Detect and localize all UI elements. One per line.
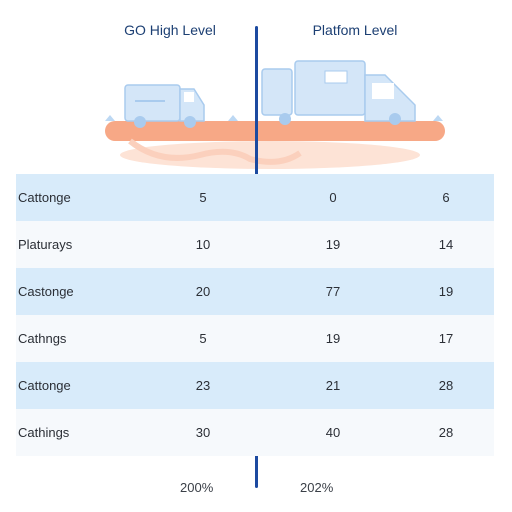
table-cell: 6 bbox=[442, 190, 450, 205]
row-label: Castonge bbox=[18, 284, 74, 299]
table-cell: 14 bbox=[438, 237, 454, 252]
footer-percent-left: 200% bbox=[180, 480, 214, 495]
vehicles-illustration bbox=[105, 60, 445, 169]
table-cell: 0 bbox=[329, 190, 337, 205]
go-high-level-heading: GO High Level bbox=[124, 22, 216, 38]
table-cell: 21 bbox=[325, 378, 341, 393]
table-row: Cathings 30 40 28 bbox=[16, 409, 494, 456]
table-cell: 10 bbox=[195, 237, 211, 252]
row-label: Cattonge bbox=[18, 378, 71, 393]
table-row: Platurays 10 19 14 bbox=[16, 221, 494, 268]
row-label: Platurays bbox=[18, 237, 73, 252]
table-row: Cattonge 23 21 28 bbox=[16, 362, 494, 409]
table-cell: 23 bbox=[195, 378, 211, 393]
table-cell: 77 bbox=[325, 284, 341, 299]
truck-icon bbox=[261, 60, 416, 125]
table-cell: 19 bbox=[325, 331, 341, 346]
row-label: Cattonge bbox=[18, 190, 71, 205]
van-icon bbox=[124, 84, 205, 128]
table-cell: 5 bbox=[199, 331, 207, 346]
comparison-table: Cattonge 5 0 6 Platurays 10 19 14 Caston… bbox=[16, 174, 494, 456]
table-cell: 40 bbox=[325, 425, 341, 440]
table-cell: 28 bbox=[438, 425, 454, 440]
table-row: Castonge 20 77 19 bbox=[16, 268, 494, 315]
row-label: Cathings bbox=[18, 425, 70, 440]
table-cell: 30 bbox=[195, 425, 211, 440]
table-cell: 19 bbox=[325, 237, 341, 252]
footer-percent-right: 202% bbox=[300, 480, 334, 495]
table-cell: 19 bbox=[438, 284, 454, 299]
table-row: Cathngs 5 19 17 bbox=[16, 315, 494, 362]
table-cell: 28 bbox=[438, 378, 454, 393]
platform-level-heading: Platfom Level bbox=[312, 22, 398, 38]
row-label: Cathngs bbox=[18, 331, 67, 346]
table-cell: 20 bbox=[195, 284, 211, 299]
table-cell: 5 bbox=[199, 190, 207, 205]
table-row: Cattonge 5 0 6 bbox=[16, 174, 494, 221]
table-cell: 17 bbox=[438, 331, 454, 346]
